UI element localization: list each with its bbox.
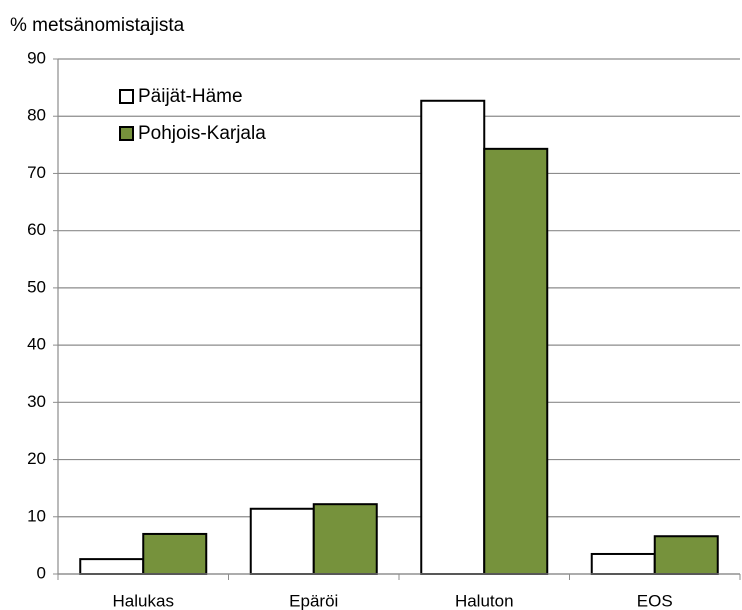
bar [590,552,656,576]
bar [312,503,378,576]
legend-label: Pohjois-Karjala [138,123,266,144]
x-tick-label: EOS [637,591,673,610]
y-tick-label: 0 [37,563,46,582]
y-axis-label: % metsänomistajista [10,15,185,36]
x-tick-label: Halukas [113,591,174,610]
legend-swatch [119,89,134,104]
y-tick-label: 50 [27,277,46,296]
x-tick-label: Haluton [455,591,514,610]
legend-label: Päijät-Häme [138,86,243,107]
bar [653,535,719,576]
bar [142,532,208,576]
y-tick-label: 70 [27,163,46,182]
bar [420,99,486,576]
y-tick-label: 80 [27,106,46,125]
bar [483,147,549,575]
x-tick-label: Epäröi [289,591,338,610]
bar [249,507,315,575]
y-tick-label: 30 [27,392,46,411]
y-tick-label: 90 [27,48,46,67]
y-tick-label: 20 [27,449,46,468]
y-tick-label: 40 [27,335,46,354]
y-tick-label: 60 [27,220,46,239]
bar [79,558,145,575]
y-tick-label: 10 [27,506,46,525]
legend-swatch [119,126,134,141]
